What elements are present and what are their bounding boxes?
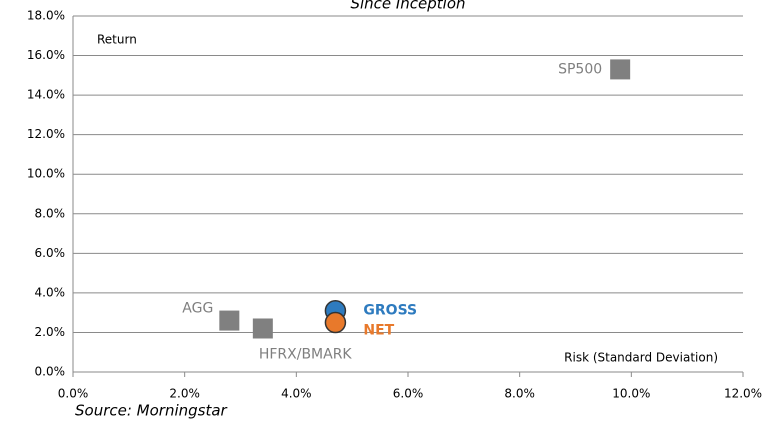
source-note: Source: Morningstar [75, 402, 228, 420]
x-axis-label: Risk (Standard Deviation) [564, 351, 718, 365]
point-label: GROSS [363, 303, 417, 319]
x-tick-label: 0.0% [58, 387, 89, 401]
point [610, 59, 631, 80]
point-label: AGG [182, 301, 213, 317]
x-tick-label: 12.0% [724, 387, 762, 401]
y-tick-label: 0.0% [35, 365, 66, 379]
point-label: HFRX/BMARK [259, 346, 353, 362]
point-label: NET [363, 323, 394, 339]
point [219, 310, 240, 331]
y-tick-label: 4.0% [35, 285, 66, 299]
y-tick-label: 14.0% [27, 88, 65, 102]
y-tick-label: 2.0% [35, 325, 66, 339]
y-tick-label: 6.0% [35, 246, 66, 260]
y-tick-label: 8.0% [35, 206, 66, 220]
point [324, 311, 347, 334]
x-tick-label: 8.0% [504, 387, 535, 401]
x-tick-label: 10.0% [612, 387, 650, 401]
x-tick-label: 2.0% [169, 387, 200, 401]
x-tick-label: 4.0% [281, 387, 312, 401]
y-tick-label: 16.0% [27, 48, 65, 62]
chart-title: Since Inception [350, 0, 465, 13]
y-tick-label: 12.0% [27, 127, 65, 141]
y-tick-label: 10.0% [27, 167, 65, 181]
point-label: SP500 [558, 61, 602, 77]
point [252, 318, 273, 339]
y-axis-label: Return [97, 33, 137, 47]
y-tick-label: 18.0% [27, 9, 65, 23]
x-tick-label: 6.0% [393, 387, 424, 401]
